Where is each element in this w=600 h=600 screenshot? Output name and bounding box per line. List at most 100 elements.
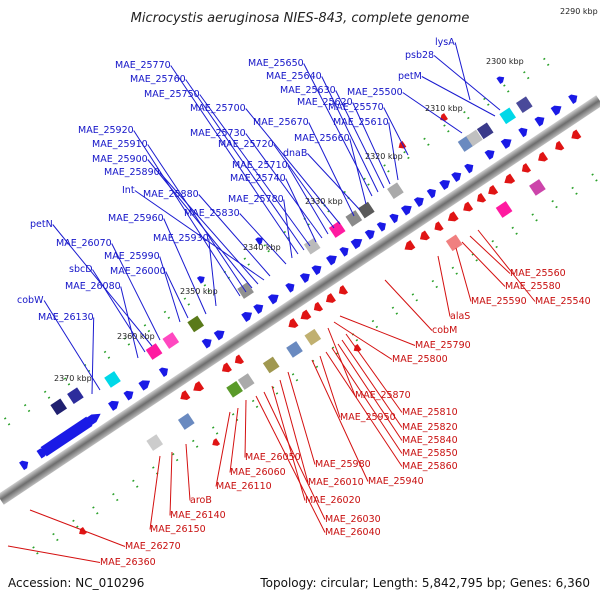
kbp-tick: 2360 kbp	[117, 332, 155, 341]
gene-label: MAE_26000	[110, 266, 166, 277]
genes-layer	[19, 76, 582, 535]
gene-arrow-forward	[255, 237, 264, 245]
gene-label: petN	[30, 219, 53, 230]
gene-arrow-reverse	[571, 129, 582, 140]
gene-arrow-reverse	[521, 163, 532, 173]
leader-line	[337, 343, 403, 441]
gene-label: MAE_25700	[190, 103, 246, 114]
gene-arrow-forward	[464, 163, 474, 174]
gene-arrow-reverse	[313, 301, 324, 312]
leader-line	[163, 218, 207, 315]
gene-arrow-forward	[311, 265, 322, 276]
leader-line	[455, 247, 472, 302]
gene-label: MAE_25770	[115, 60, 171, 71]
leader-line	[165, 271, 189, 319]
gene-arrow-reverse	[504, 173, 516, 184]
gene-arrow-forward	[550, 105, 562, 116]
kbp-tick: 2300 kbp	[486, 57, 524, 66]
gene-arrow-reverse	[404, 240, 416, 251]
gene-label: MAE_25980	[315, 459, 371, 470]
gene-label: MAE_25570	[328, 102, 384, 113]
gene-arrow-forward	[534, 116, 545, 127]
gene-label: MAE_25620	[297, 97, 353, 108]
leader-line	[111, 243, 161, 341]
leader-line	[229, 407, 239, 473]
leader-line	[7, 545, 101, 563]
leader-line	[283, 199, 293, 259]
gene-arrow-reverse	[463, 201, 474, 212]
leader-line	[120, 286, 139, 359]
leader-line	[319, 355, 341, 418]
gene-label: cobM	[432, 325, 457, 336]
annotation-box	[237, 373, 255, 390]
leader-line	[287, 371, 316, 465]
gene-label: MAE_25540	[535, 296, 591, 307]
gene-label: MAE_26030	[325, 514, 381, 525]
gene-arrow-forward	[241, 312, 253, 323]
kbp-tick: 2290 kbp	[560, 7, 598, 16]
gene-arrow-forward	[413, 197, 424, 207]
annotation-box	[387, 182, 404, 200]
gene-arrow-reverse	[288, 318, 299, 328]
kbp-tick: 2310 kbp	[425, 104, 463, 113]
leader-line	[341, 339, 403, 428]
gene-label: MAE_25930	[153, 233, 209, 244]
annotation-box	[304, 328, 322, 346]
annotation-box	[466, 129, 483, 147]
annotation-box	[303, 237, 321, 255]
annotation-box	[345, 210, 363, 227]
leader-line	[349, 138, 367, 205]
gene-label: MAE_25610	[333, 117, 389, 128]
leader-line	[388, 122, 399, 181]
leader-line	[279, 379, 309, 483]
leader-line	[208, 238, 217, 307]
gene-arrow-forward	[213, 330, 225, 341]
gene-arrow-reverse	[234, 354, 245, 365]
gene-label: petM	[398, 71, 422, 82]
gene-arrow-forward	[201, 338, 212, 349]
gene-label: MAE_25990	[104, 251, 160, 262]
gene-label: MAE_25830	[184, 208, 240, 219]
gene-label: MAE_25900	[92, 154, 148, 165]
annotation-box	[146, 434, 164, 451]
gene-arrow-reverse	[353, 343, 362, 352]
annotation-box	[357, 201, 375, 219]
gene-label: Int	[122, 185, 135, 196]
annotation-box	[495, 201, 513, 218]
leader-line	[92, 269, 146, 353]
gene-arrow-forward	[500, 138, 512, 149]
gene-label: MAE_26110	[216, 481, 272, 492]
gene-block-forward	[40, 416, 93, 457]
gene-label: MAE_26360	[100, 557, 156, 568]
annotation-box	[476, 122, 494, 140]
gene-arrow-forward	[19, 460, 29, 471]
leader-line	[43, 300, 101, 391]
gene-label: MAE_25880	[143, 189, 199, 200]
leader-line	[285, 178, 317, 243]
gene-label: MAE_25590	[471, 296, 527, 307]
gene-arrow-forward	[253, 304, 264, 315]
gene-arrow-forward	[158, 367, 169, 377]
gene-label: MAE_25500	[347, 87, 403, 98]
gene-arrow-forward	[451, 172, 462, 182]
gene-arrow-forward	[138, 380, 151, 391]
gene-label: MAE_25720	[218, 139, 274, 150]
gene-label: MAE_25860	[402, 461, 458, 472]
gene-label: MAE_25650	[248, 58, 304, 69]
gene-label: MAE_25840	[402, 435, 458, 446]
gene-arrow-reverse	[325, 293, 336, 303]
gene-arrow-forward	[496, 76, 505, 85]
gene-label: MAE_25710	[232, 160, 288, 171]
leader-line	[263, 391, 326, 520]
leader-line	[287, 165, 329, 235]
leader-line	[91, 317, 95, 395]
gene-label: MAE_25890	[104, 167, 160, 178]
annotation-box	[187, 315, 205, 333]
annotation-box	[529, 179, 546, 196]
gene-label: MAE_25660	[294, 133, 350, 144]
gene-label: MAE_25960	[108, 213, 164, 224]
gene-label: aroB	[190, 495, 212, 506]
gene-label: MAE_26270	[125, 541, 181, 552]
gene-arrow-reverse	[434, 221, 444, 231]
leader-line	[170, 65, 299, 255]
